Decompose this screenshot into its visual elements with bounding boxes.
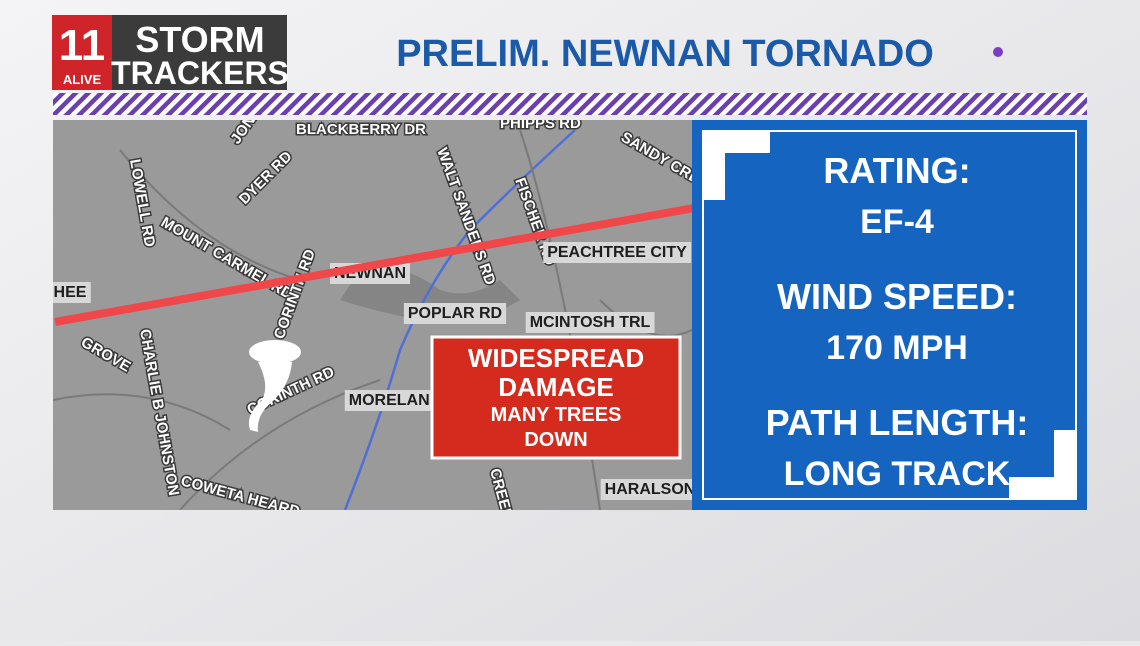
logo-line1: STORM: [135, 19, 264, 60]
logo-station: ALIVE: [63, 72, 102, 87]
place-label-bg: [600, 479, 692, 500]
dot: [993, 47, 1003, 57]
damage-text: DAMAGE: [498, 372, 614, 402]
damage-text: DOWN: [524, 429, 587, 451]
road-label: BLACKBERRY DR: [296, 121, 426, 138]
logo: 11 ALIVE STORM TRACKERS: [52, 15, 289, 91]
tornado-icon: [248, 340, 301, 432]
info-value: LONG TRACK: [784, 455, 1011, 493]
info-panel: [692, 120, 1087, 510]
info-value: EF-4: [860, 203, 934, 241]
place-label-bg: [53, 282, 91, 303]
road-label: PHIPPS RD: [500, 115, 581, 132]
logo-number: 11: [59, 21, 106, 70]
damage-text: MANY TREES: [491, 404, 622, 426]
place-label: HEE: [54, 284, 87, 301]
title: PRELIM. NEWNAN TORNADO: [396, 33, 934, 75]
place-label-bg: [344, 390, 446, 411]
info-label: RATING:: [823, 150, 970, 191]
place-label: POPLAR RD: [408, 305, 502, 322]
place-label: HARALSON: [605, 481, 696, 498]
info-label: PATH LENGTH:: [766, 402, 1029, 443]
info-label: WIND SPEED:: [777, 276, 1017, 317]
stripe-band: [53, 93, 1087, 115]
place-label-bg: [525, 312, 655, 333]
damage-box: [430, 335, 682, 460]
place-label-bg: [543, 242, 692, 263]
place-label: PEACHTREE CITY: [547, 244, 687, 261]
tornado-track: [54, 204, 692, 326]
info-value: 170 MPH: [826, 329, 968, 367]
logo-line2: TRACKERS: [111, 55, 289, 91]
place-label: MORELAND: [349, 392, 441, 409]
panel-border: [702, 130, 1077, 500]
place-label-bg: [403, 303, 507, 324]
damage-text: WIDESPREAD: [468, 343, 644, 373]
place-label: MCINTOSH TRL: [530, 314, 651, 331]
